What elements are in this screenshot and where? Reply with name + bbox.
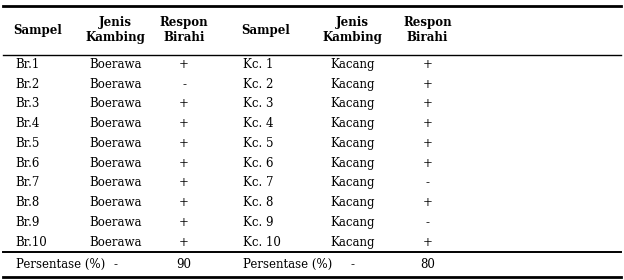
Text: Kc. 3: Kc. 3 — [243, 97, 274, 110]
Text: +: + — [179, 216, 189, 229]
Text: Br.5: Br.5 — [16, 137, 40, 150]
Text: +: + — [422, 117, 432, 130]
Text: Br.10: Br.10 — [16, 236, 47, 249]
Text: -: - — [182, 78, 186, 91]
Text: Kacang: Kacang — [330, 137, 375, 150]
Text: Kacang: Kacang — [330, 157, 375, 170]
Text: Kc. 7: Kc. 7 — [243, 176, 274, 189]
Text: Boerawa: Boerawa — [89, 117, 142, 130]
Text: +: + — [179, 137, 189, 150]
Text: Kc. 9: Kc. 9 — [243, 216, 274, 229]
Text: +: + — [422, 58, 432, 71]
Text: Sampel: Sampel — [13, 24, 62, 37]
Text: -: - — [114, 258, 117, 271]
Text: Boerawa: Boerawa — [89, 196, 142, 209]
Text: Br.1: Br.1 — [16, 58, 40, 71]
Text: Kc. 6: Kc. 6 — [243, 157, 274, 170]
Text: Br.6: Br.6 — [16, 157, 40, 170]
Text: Boerawa: Boerawa — [89, 176, 142, 189]
Text: Sampel: Sampel — [241, 24, 290, 37]
Text: +: + — [179, 58, 189, 71]
Text: +: + — [422, 97, 432, 110]
Text: +: + — [179, 176, 189, 189]
Text: Persentase (%): Persentase (%) — [243, 258, 333, 271]
Text: 90: 90 — [177, 258, 192, 271]
Text: Jenis
Kambing: Jenis Kambing — [323, 16, 383, 44]
Text: Boerawa: Boerawa — [89, 78, 142, 91]
Text: +: + — [422, 196, 432, 209]
Text: Br.2: Br.2 — [16, 78, 40, 91]
Text: Kacang: Kacang — [330, 58, 375, 71]
Text: Kacang: Kacang — [330, 97, 375, 110]
Text: +: + — [179, 117, 189, 130]
Text: +: + — [179, 97, 189, 110]
Text: +: + — [179, 157, 189, 170]
Text: Kc. 1: Kc. 1 — [243, 58, 274, 71]
Text: Jenis
Kambing: Jenis Kambing — [85, 16, 145, 44]
Text: Boerawa: Boerawa — [89, 157, 142, 170]
Text: Kacang: Kacang — [330, 236, 375, 249]
Text: Persentase (%): Persentase (%) — [16, 258, 105, 271]
Text: +: + — [422, 78, 432, 91]
Text: +: + — [179, 196, 189, 209]
Text: Kc. 8: Kc. 8 — [243, 196, 274, 209]
Text: -: - — [426, 216, 429, 229]
Text: Br.9: Br.9 — [16, 216, 40, 229]
Text: -: - — [426, 176, 429, 189]
Text: Boerawa: Boerawa — [89, 236, 142, 249]
Text: Kc. 5: Kc. 5 — [243, 137, 274, 150]
Text: -: - — [351, 258, 354, 271]
Text: Boerawa: Boerawa — [89, 97, 142, 110]
Text: Kacang: Kacang — [330, 117, 375, 130]
Text: Kc. 2: Kc. 2 — [243, 78, 274, 91]
Text: +: + — [422, 236, 432, 249]
Text: Kc. 10: Kc. 10 — [243, 236, 281, 249]
Text: +: + — [422, 157, 432, 170]
Text: Kacang: Kacang — [330, 176, 375, 189]
Text: +: + — [422, 137, 432, 150]
Text: Boerawa: Boerawa — [89, 58, 142, 71]
Text: Br.3: Br.3 — [16, 97, 40, 110]
Text: Br.7: Br.7 — [16, 176, 40, 189]
Text: Boerawa: Boerawa — [89, 216, 142, 229]
Text: 80: 80 — [420, 258, 435, 271]
Text: Respon
Birahi: Respon Birahi — [403, 16, 452, 44]
Text: Boerawa: Boerawa — [89, 137, 142, 150]
Text: Br.8: Br.8 — [16, 196, 40, 209]
Text: Br.4: Br.4 — [16, 117, 40, 130]
Text: +: + — [179, 236, 189, 249]
Text: Kacang: Kacang — [330, 216, 375, 229]
Text: Respon
Birahi: Respon Birahi — [160, 16, 208, 44]
Text: Kacang: Kacang — [330, 78, 375, 91]
Text: Kacang: Kacang — [330, 196, 375, 209]
Text: Kc. 4: Kc. 4 — [243, 117, 274, 130]
